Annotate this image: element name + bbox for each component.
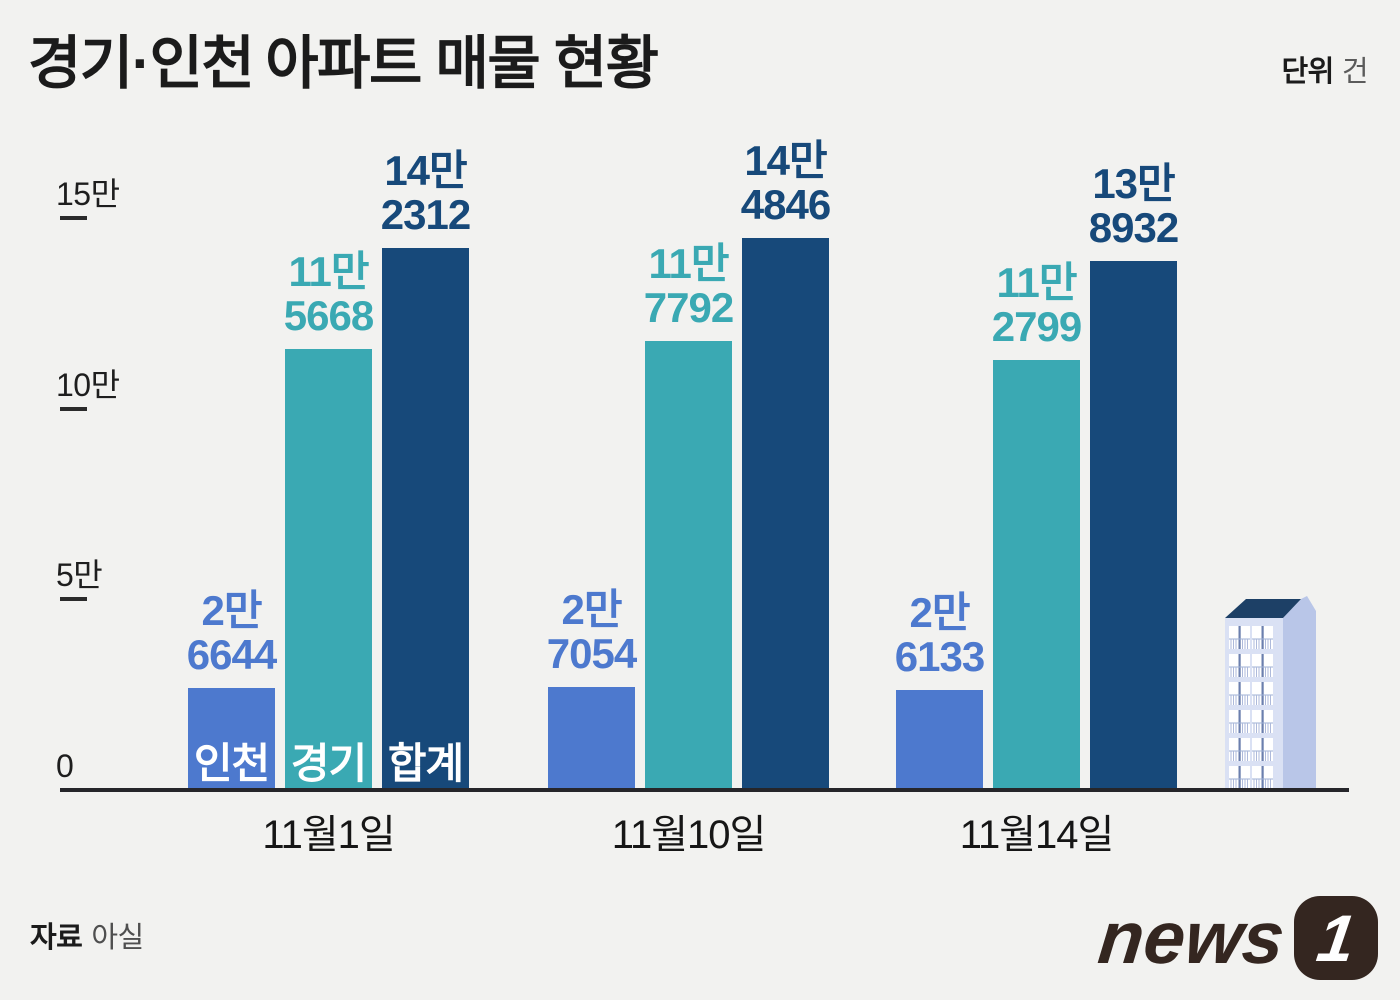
x-axis-label-2: 11월14일 — [959, 813, 1115, 857]
title-subject-part: 아파트 매물 현황 — [265, 31, 659, 96]
page-title: 경기·인천 아파트 매물 현황 — [28, 16, 659, 100]
bar-value-label-합계-11월10일: 14만 4846 — [740, 137, 831, 228]
bar-value-label-합계-11월1일: 14만 2312 — [380, 147, 471, 238]
news1-logo: news 1 — [1095, 893, 1378, 983]
y-tick-2-label: 10만 — [56, 366, 120, 403]
news1-logo-text: news — [1094, 896, 1289, 979]
source-note: 자료 아실 — [30, 914, 144, 956]
bar-인천-11월10일 — [548, 687, 635, 790]
bar-경기-11월1일 — [285, 349, 372, 790]
y-tick-2-dash — [60, 406, 87, 411]
x-axis-label-0: 11월1일 — [262, 813, 395, 857]
bar-경기-11월10일 — [645, 341, 732, 790]
bar-합계-11월10일 — [742, 238, 829, 790]
y-tick-3-dash — [60, 216, 87, 221]
bar-합계-11월1일 — [382, 248, 469, 790]
y-tick-1-label: 5만 — [56, 557, 103, 594]
series-label-인천: 인천 — [193, 740, 270, 787]
bar-경기-11월14일 — [993, 360, 1080, 790]
bar-인천-11월1일 — [188, 688, 275, 790]
series-label-합계: 합계 — [387, 740, 464, 787]
news1-logo-badge-icon: 1 — [1294, 896, 1378, 980]
series-label-경기: 경기 — [290, 740, 367, 787]
y-tick-1-dash — [60, 597, 87, 602]
title-region-part: 경기·인천 — [28, 31, 255, 96]
bar-value-label-인천-11월1일: 2만 6644 — [186, 587, 277, 678]
bar-value-label-경기-11월14일: 11만 2799 — [991, 259, 1082, 350]
bar-value-label-인천-11월14일: 2만 6133 — [894, 589, 985, 680]
x-axis-line — [60, 788, 1349, 792]
unit-note: 단위 건 — [1281, 48, 1368, 90]
bar-value-label-인천-11월10일: 2만 7054 — [546, 586, 637, 677]
unit-label: 단위 — [1281, 56, 1334, 88]
y-tick-0-label: 0 — [56, 748, 74, 784]
y-tick-3-label: 15만 — [56, 176, 120, 213]
bar-value-label-경기-11월1일: 11만 5668 — [283, 248, 374, 339]
apartment-building-icon — [1222, 590, 1318, 797]
unit-value: 건 — [1341, 56, 1369, 88]
bar-인천-11월14일 — [896, 690, 983, 790]
bar-value-label-합계-11월14일: 13만 8932 — [1088, 160, 1179, 251]
x-axis-label-1: 11월10일 — [611, 813, 767, 857]
bar-value-label-경기-11월10일: 11만 7792 — [643, 240, 734, 331]
source-value: 아실 — [91, 922, 144, 954]
source-label: 자료 — [30, 922, 83, 954]
bar-합계-11월14일 — [1090, 261, 1177, 790]
